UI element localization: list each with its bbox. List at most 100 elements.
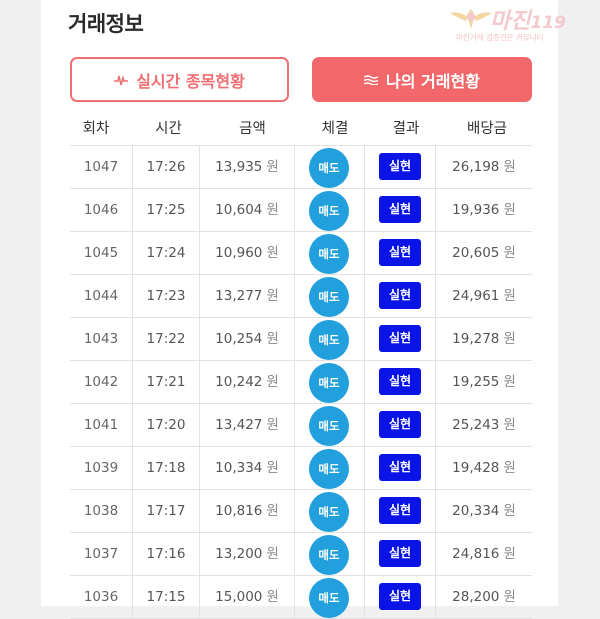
realized-badge: 실현 <box>379 196 421 223</box>
amount-unit: 원 <box>266 288 279 304</box>
amount-cell: 10,816 원 <box>200 490 295 532</box>
table-header: 회차 시간 금액 체결 결과 배당금 <box>60 115 532 143</box>
round-cell: 1043 <box>70 318 133 360</box>
amount-value: 10,816 <box>215 503 263 519</box>
realtime-status-button[interactable]: 실시간 종목현황 <box>70 57 289 102</box>
amount-cell: 13,200 원 <box>200 533 295 575</box>
winged-emblem-icon <box>450 9 492 29</box>
table-row: 1045 17:24 10,960 원 매도 실현 20,605 원 <box>70 232 532 275</box>
logo-subtitle: 마진거래 검증전문 커뮤니티 <box>456 33 544 42</box>
dividend-value: 19,428 <box>452 460 500 476</box>
dividend-value: 19,278 <box>452 331 500 347</box>
round-cell: 1042 <box>70 361 133 403</box>
result-cell: 실현 <box>365 576 436 618</box>
amount-unit: 원 <box>266 245 279 261</box>
amount-value: 10,242 <box>215 374 263 390</box>
deal-cell: 매도 <box>295 361 365 403</box>
amount-cell: 13,427 원 <box>200 404 295 446</box>
dividend-cell: 20,334 원 <box>436 490 532 532</box>
menu-lines-icon <box>364 74 379 85</box>
amount-value: 13,200 <box>215 546 263 562</box>
result-cell: 실현 <box>365 318 436 360</box>
table-row: 1041 17:20 13,427 원 매도 실현 25,243 원 <box>70 404 532 447</box>
amount-cell: 10,334 원 <box>200 447 295 489</box>
amount-unit: 원 <box>266 589 279 605</box>
dividend-value: 25,243 <box>452 417 500 433</box>
sell-badge: 매도 <box>309 449 349 489</box>
dividend-cell: 24,961 원 <box>436 275 532 317</box>
header-round: 회차 <box>82 121 110 137</box>
amount-unit: 원 <box>266 331 279 347</box>
deal-cell: 매도 <box>295 490 365 532</box>
trade-table-body: 1047 17:26 13,935 원 매도 실현 26,198 원 1046 17:25 10,6… <box>70 145 532 619</box>
header-dividend: 배당금 <box>466 121 508 137</box>
sell-badge: 매도 <box>309 578 349 618</box>
realized-badge: 실현 <box>379 540 421 567</box>
amount-unit: 원 <box>266 374 279 390</box>
dividend-cell: 28,200 원 <box>436 576 532 618</box>
deal-cell: 매도 <box>295 576 365 618</box>
header-amount: 금액 <box>239 121 266 137</box>
table-row: 1043 17:22 10,254 원 매도 실현 19,278 원 <box>70 318 532 361</box>
header-time: 시간 <box>155 121 182 137</box>
result-cell: 실현 <box>365 361 436 403</box>
my-trades-label: 나의 거래현황 <box>386 71 480 91</box>
amount-cell: 10,604 원 <box>200 189 295 231</box>
sell-badge: 매도 <box>309 191 349 231</box>
dividend-value: 20,605 <box>452 245 500 261</box>
dividend-cell: 20,605 원 <box>436 232 532 274</box>
round-cell: 1039 <box>70 447 133 489</box>
dividend-unit: 원 <box>503 202 516 218</box>
table-row: 1036 17:15 15,000 원 매도 실현 28,200 원 <box>70 576 532 619</box>
dividend-cell: 19,428 원 <box>436 447 532 489</box>
dividend-unit: 원 <box>503 288 516 304</box>
dividend-unit: 원 <box>503 546 516 562</box>
amount-unit: 원 <box>266 417 279 433</box>
amount-cell: 10,242 원 <box>200 361 295 403</box>
realized-badge: 실현 <box>379 497 421 524</box>
sell-badge: 매도 <box>309 277 349 317</box>
round-cell: 1045 <box>70 232 133 274</box>
realized-badge: 실현 <box>379 454 421 481</box>
realized-badge: 실현 <box>379 153 421 180</box>
amount-unit: 원 <box>266 202 279 218</box>
dividend-unit: 원 <box>503 374 516 390</box>
page-title: 거래정보 <box>68 12 144 36</box>
dividend-unit: 원 <box>503 159 516 175</box>
dividend-unit: 원 <box>503 460 516 476</box>
logo-wordmark: 마진119 <box>490 9 566 34</box>
dividend-cell: 26,198 원 <box>436 146 532 188</box>
time-cell: 17:15 <box>133 576 200 618</box>
amount-value: 13,277 <box>215 288 263 304</box>
amount-unit: 원 <box>266 503 279 519</box>
amount-value: 13,935 <box>215 159 263 175</box>
realtime-status-label: 실시간 종목현황 <box>136 71 245 91</box>
round-cell: 1038 <box>70 490 133 532</box>
deal-cell: 매도 <box>295 447 365 489</box>
round-cell: 1037 <box>70 533 133 575</box>
amount-unit: 원 <box>266 460 279 476</box>
deal-cell: 매도 <box>295 404 365 446</box>
dividend-unit: 원 <box>503 245 516 261</box>
round-cell: 1047 <box>70 146 133 188</box>
table-row: 1044 17:23 13,277 원 매도 실현 24,961 원 <box>70 275 532 318</box>
deal-cell: 매도 <box>295 275 365 317</box>
dividend-cell: 19,278 원 <box>436 318 532 360</box>
my-trades-button[interactable]: 나의 거래현황 <box>312 57 532 102</box>
dividend-unit: 원 <box>503 417 516 433</box>
amount-value: 13,427 <box>215 417 263 433</box>
deal-cell: 매도 <box>295 146 365 188</box>
amount-cell: 13,935 원 <box>200 146 295 188</box>
amount-value: 10,254 <box>215 331 263 347</box>
sell-badge: 매도 <box>309 148 349 188</box>
time-cell: 17:18 <box>133 447 200 489</box>
header-deal: 체결 <box>321 121 349 137</box>
result-cell: 실현 <box>365 232 436 274</box>
dividend-value: 26,198 <box>452 159 500 175</box>
sell-badge: 매도 <box>309 406 349 446</box>
time-cell: 17:26 <box>133 146 200 188</box>
site-logo: 마진119 마진거래 검증전문 커뮤니티 <box>446 3 570 43</box>
time-cell: 17:23 <box>133 275 200 317</box>
amount-cell: 10,960 원 <box>200 232 295 274</box>
result-cell: 실현 <box>365 447 436 489</box>
